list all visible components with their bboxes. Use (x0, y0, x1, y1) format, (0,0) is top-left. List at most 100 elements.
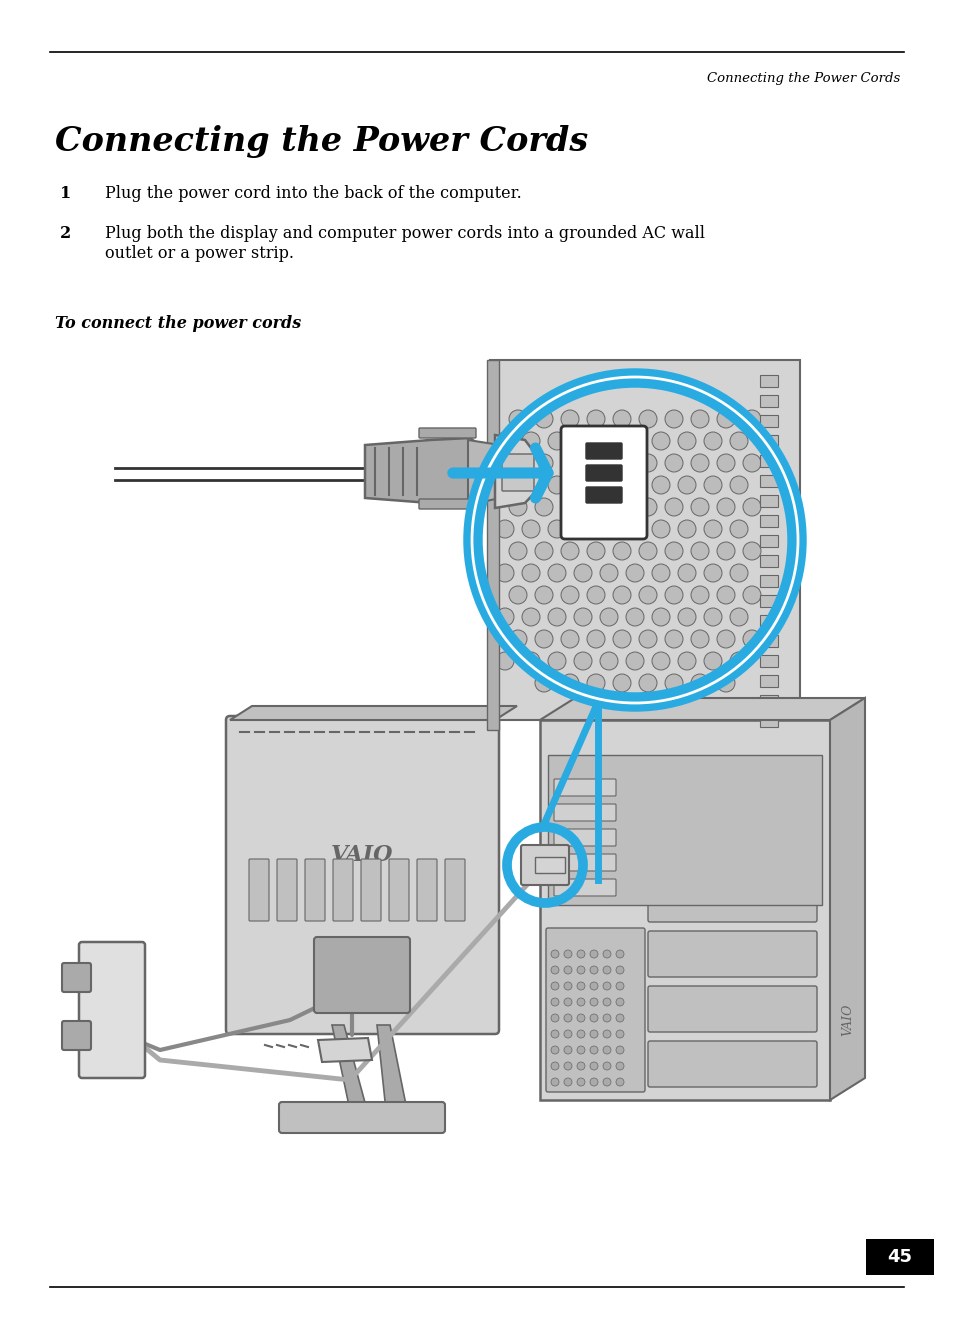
FancyBboxPatch shape (554, 829, 616, 846)
Circle shape (496, 564, 514, 582)
FancyBboxPatch shape (501, 454, 534, 490)
FancyBboxPatch shape (760, 436, 778, 448)
Circle shape (664, 586, 682, 604)
FancyBboxPatch shape (760, 615, 778, 627)
Circle shape (599, 653, 618, 670)
FancyBboxPatch shape (760, 635, 778, 647)
FancyBboxPatch shape (554, 804, 616, 821)
Polygon shape (332, 1025, 367, 1120)
Circle shape (651, 520, 669, 537)
FancyBboxPatch shape (535, 858, 564, 872)
Circle shape (577, 982, 584, 990)
Circle shape (729, 476, 747, 494)
Circle shape (602, 998, 610, 1006)
FancyBboxPatch shape (760, 415, 778, 427)
Circle shape (717, 454, 734, 472)
Circle shape (599, 608, 618, 626)
FancyBboxPatch shape (760, 494, 778, 507)
Circle shape (586, 674, 604, 691)
FancyBboxPatch shape (647, 1041, 816, 1087)
FancyBboxPatch shape (760, 395, 778, 407)
Polygon shape (495, 436, 539, 508)
Circle shape (639, 674, 657, 691)
Circle shape (678, 431, 696, 450)
Circle shape (616, 966, 623, 974)
Circle shape (651, 608, 669, 626)
Circle shape (599, 695, 618, 714)
Circle shape (690, 674, 708, 691)
Circle shape (690, 630, 708, 649)
Circle shape (613, 541, 630, 560)
FancyBboxPatch shape (647, 931, 816, 977)
Circle shape (729, 520, 747, 537)
Circle shape (651, 695, 669, 714)
FancyBboxPatch shape (760, 515, 778, 527)
Circle shape (496, 431, 514, 450)
Circle shape (577, 1077, 584, 1085)
Circle shape (616, 950, 623, 958)
Circle shape (577, 1030, 584, 1038)
FancyBboxPatch shape (389, 859, 409, 921)
Circle shape (535, 541, 553, 560)
Circle shape (563, 998, 572, 1006)
Circle shape (496, 608, 514, 626)
FancyBboxPatch shape (305, 859, 325, 921)
Circle shape (625, 653, 643, 670)
Circle shape (639, 541, 657, 560)
Circle shape (509, 454, 526, 472)
FancyBboxPatch shape (314, 937, 410, 1013)
Circle shape (547, 431, 565, 450)
Circle shape (589, 1030, 598, 1038)
Circle shape (703, 431, 721, 450)
Circle shape (664, 410, 682, 427)
Circle shape (602, 982, 610, 990)
FancyBboxPatch shape (490, 360, 800, 720)
Circle shape (551, 950, 558, 958)
Circle shape (625, 476, 643, 494)
Circle shape (551, 1063, 558, 1071)
Circle shape (678, 476, 696, 494)
Circle shape (613, 630, 630, 649)
Circle shape (551, 966, 558, 974)
Circle shape (547, 608, 565, 626)
Circle shape (589, 1047, 598, 1055)
Circle shape (560, 674, 578, 691)
Circle shape (717, 586, 734, 604)
Circle shape (560, 410, 578, 427)
FancyBboxPatch shape (547, 754, 821, 905)
Text: To connect the power cords: To connect the power cords (55, 315, 301, 332)
FancyBboxPatch shape (760, 675, 778, 687)
FancyBboxPatch shape (416, 859, 436, 921)
FancyBboxPatch shape (520, 846, 568, 884)
Circle shape (551, 1047, 558, 1055)
Circle shape (639, 454, 657, 472)
Polygon shape (230, 706, 517, 720)
Circle shape (625, 695, 643, 714)
Circle shape (535, 498, 553, 516)
Circle shape (577, 998, 584, 1006)
Circle shape (547, 520, 565, 537)
FancyBboxPatch shape (539, 720, 829, 1100)
Circle shape (616, 1014, 623, 1022)
Circle shape (509, 586, 526, 604)
Circle shape (577, 1063, 584, 1071)
FancyBboxPatch shape (760, 575, 778, 587)
Circle shape (602, 1047, 610, 1055)
Circle shape (577, 950, 584, 958)
Circle shape (574, 476, 592, 494)
Polygon shape (829, 698, 864, 1100)
Circle shape (574, 564, 592, 582)
Circle shape (690, 454, 708, 472)
FancyBboxPatch shape (62, 1021, 91, 1051)
Circle shape (651, 653, 669, 670)
Circle shape (678, 695, 696, 714)
FancyBboxPatch shape (760, 474, 778, 486)
Text: Connecting the Power Cords: Connecting the Power Cords (706, 72, 899, 84)
Text: 2: 2 (60, 225, 71, 243)
Circle shape (577, 966, 584, 974)
Circle shape (616, 1030, 623, 1038)
FancyBboxPatch shape (418, 427, 476, 438)
Circle shape (613, 586, 630, 604)
Circle shape (563, 1077, 572, 1085)
Circle shape (535, 410, 553, 427)
